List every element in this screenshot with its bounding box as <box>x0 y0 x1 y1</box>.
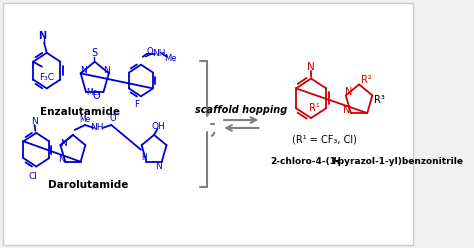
Text: F: F <box>134 100 139 109</box>
Text: Cl: Cl <box>28 172 37 181</box>
Text: OH: OH <box>152 123 165 131</box>
Text: N: N <box>58 155 65 164</box>
Text: S: S <box>91 48 98 58</box>
Text: F₃C: F₃C <box>39 73 54 82</box>
Text: 2-chloro-4-(1: 2-chloro-4-(1 <box>270 157 336 166</box>
Text: N: N <box>155 162 162 171</box>
Text: N: N <box>80 66 87 75</box>
Text: O: O <box>146 47 153 56</box>
Text: R¹: R¹ <box>309 103 319 113</box>
Text: O: O <box>110 114 117 123</box>
Text: N: N <box>345 87 352 97</box>
Text: O: O <box>92 91 100 101</box>
Text: scaffold hopping: scaffold hopping <box>195 105 287 115</box>
Text: NH: NH <box>91 124 104 132</box>
Text: N: N <box>60 139 66 148</box>
Text: Me₂: Me₂ <box>86 88 100 97</box>
Text: H: H <box>141 153 146 162</box>
Text: Me: Me <box>80 115 91 124</box>
Text: N: N <box>307 62 315 72</box>
Text: Enzalutamide: Enzalutamide <box>40 107 120 117</box>
Text: Darolutamide: Darolutamide <box>48 180 129 190</box>
Text: N: N <box>31 117 38 125</box>
Text: Me: Me <box>164 54 177 63</box>
Text: N: N <box>343 105 350 115</box>
Text: N: N <box>38 31 46 41</box>
Text: R²: R² <box>361 74 372 85</box>
Text: R³: R³ <box>374 95 385 105</box>
Text: (R¹ = CF₃, Cl): (R¹ = CF₃, Cl) <box>292 135 356 145</box>
Text: NH: NH <box>152 49 165 58</box>
Text: -pyrazol-1-yl)benzonitrile: -pyrazol-1-yl)benzonitrile <box>335 157 464 166</box>
FancyBboxPatch shape <box>3 3 413 245</box>
Text: N: N <box>103 66 109 75</box>
Text: H: H <box>333 157 340 166</box>
